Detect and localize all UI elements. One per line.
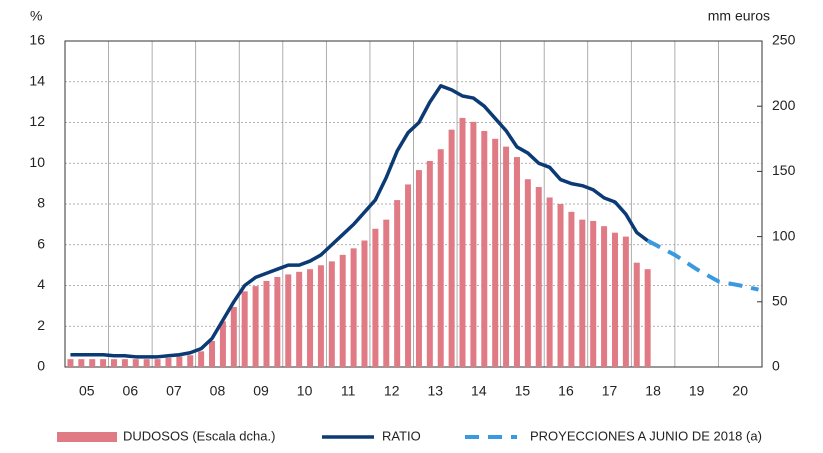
bar (415, 170, 422, 367)
y2-tick-label: 200 (772, 97, 796, 113)
bar (601, 226, 608, 367)
y2-tick-label: 0 (772, 358, 780, 374)
bar (132, 359, 139, 367)
bar (339, 254, 346, 367)
bar (121, 359, 128, 367)
x-tick-label: 10 (297, 383, 313, 399)
y-tick-label: 0 (37, 358, 45, 374)
bar (492, 138, 499, 367)
bar (481, 130, 488, 367)
bar (470, 121, 477, 368)
bar (198, 351, 205, 367)
legend-swatch (57, 432, 117, 442)
bar (513, 157, 520, 367)
bar (187, 355, 194, 367)
y-tick-label: 10 (29, 154, 45, 170)
bar (241, 291, 248, 367)
bar (361, 240, 368, 367)
legend-label: PROYECCIONES A JUNIO DE 2018 (a) (530, 428, 762, 443)
y2-tick-label: 150 (772, 162, 796, 178)
x-tick-label: 18 (645, 383, 661, 399)
bar (328, 261, 335, 367)
x-tick-label: 07 (166, 383, 182, 399)
bar (307, 269, 314, 367)
y-tick-label: 8 (37, 195, 45, 211)
y-tick-label: 16 (29, 32, 45, 48)
bar (405, 184, 412, 367)
x-tick-label: 09 (253, 383, 269, 399)
bar (437, 149, 444, 367)
bar (459, 117, 466, 367)
bar (503, 146, 510, 367)
bar (67, 359, 74, 367)
y-tick-label: 14 (29, 72, 45, 88)
bar (100, 359, 107, 367)
bar (317, 265, 324, 367)
bar (285, 274, 292, 367)
bar (274, 277, 281, 367)
bar (448, 129, 455, 367)
x-tick-label: 20 (732, 383, 748, 399)
bar (165, 357, 172, 367)
x-tick-label: 15 (515, 383, 531, 399)
bar (557, 204, 564, 367)
y-tick-label: 12 (29, 113, 45, 129)
bar (111, 359, 118, 367)
bar (546, 197, 553, 367)
bar (230, 307, 237, 367)
bar (383, 219, 390, 367)
y2-tick-label: 50 (772, 293, 788, 309)
x-tick-label: 13 (427, 383, 443, 399)
x-tick-label: 11 (341, 383, 356, 399)
legend-label: DUDOSOS (Escala dcha.) (123, 428, 275, 443)
bar (143, 359, 150, 367)
bar (644, 269, 651, 367)
bar (296, 271, 303, 367)
bar (350, 248, 357, 367)
x-tick-label: 12 (384, 383, 400, 399)
bar (219, 321, 226, 367)
bar (579, 219, 586, 367)
bar (372, 228, 379, 367)
plot-frame (64, 40, 763, 368)
bar (154, 359, 161, 367)
x-tick-label: 08 (210, 383, 226, 399)
x-tick-label: 06 (123, 383, 139, 399)
x-tick-label: 14 (471, 383, 487, 399)
bar (263, 280, 270, 367)
bar (252, 286, 259, 367)
y2-axis-label: mm euros (708, 8, 770, 24)
bar (568, 211, 575, 367)
y2-tick-label: 100 (772, 227, 796, 243)
bar (209, 340, 216, 367)
bar (89, 359, 96, 367)
y2-tick-label: 250 (772, 32, 796, 48)
bar (622, 236, 629, 367)
legend-label: RATIO (382, 428, 421, 443)
x-tick-label: 16 (558, 383, 574, 399)
x-tick-label: 19 (689, 383, 705, 399)
y-axis-label: % (30, 8, 42, 24)
bar (633, 262, 640, 367)
bar (524, 179, 531, 367)
bar (535, 187, 542, 367)
bar (426, 160, 433, 367)
y-tick-label: 4 (37, 276, 45, 292)
bar (394, 200, 401, 367)
x-tick-label: 17 (602, 383, 618, 399)
bar (611, 232, 618, 367)
y-tick-label: 2 (37, 317, 45, 333)
bar (78, 359, 85, 367)
x-tick-label: 05 (79, 383, 95, 399)
line (646, 238, 759, 292)
bar (590, 220, 597, 367)
y-tick-label: 6 (37, 235, 45, 251)
bar (176, 356, 183, 367)
line (70, 84, 649, 359)
